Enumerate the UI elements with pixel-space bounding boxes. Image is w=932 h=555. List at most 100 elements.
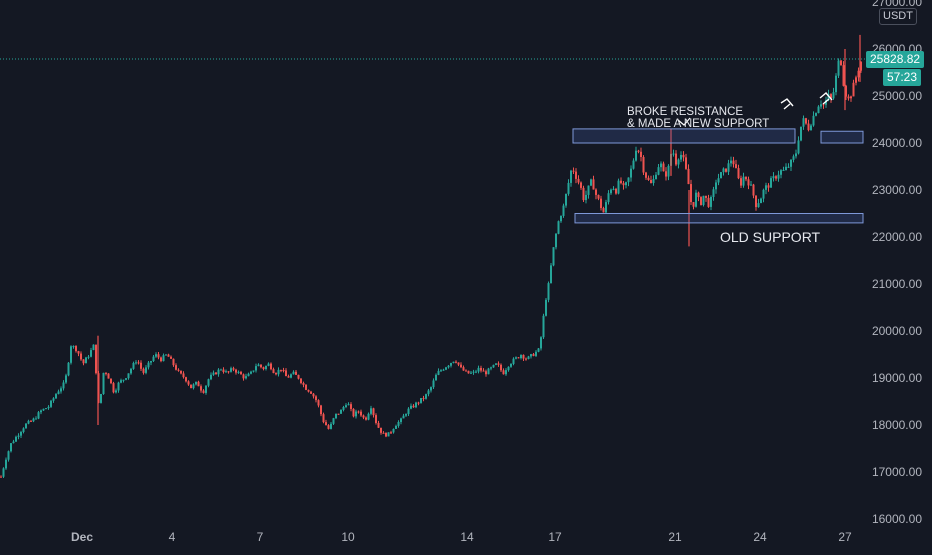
candle-body xyxy=(155,354,157,357)
candle-body xyxy=(647,177,650,181)
zone-box[interactable] xyxy=(820,130,864,144)
candle-body xyxy=(242,374,245,379)
candle-body xyxy=(250,371,252,374)
candle-body xyxy=(732,160,735,165)
candle-body xyxy=(525,358,527,360)
candle-body xyxy=(680,154,682,160)
candle-body xyxy=(812,115,815,126)
candle-body xyxy=(505,370,507,375)
candle-body xyxy=(467,370,470,374)
candle-body xyxy=(797,140,800,154)
candle-body xyxy=(337,413,340,415)
countdown-tag: 57:23 xyxy=(883,69,922,86)
candle-body xyxy=(605,202,607,213)
quote-currency-badge[interactable]: USDT xyxy=(879,8,917,25)
candle-body xyxy=(360,411,362,416)
candle-body xyxy=(215,372,217,375)
candle-body xyxy=(340,409,342,414)
candle-body xyxy=(187,381,190,385)
candle-body xyxy=(390,432,392,434)
candle-body xyxy=(600,198,602,209)
candle-body xyxy=(597,194,600,199)
candle-body xyxy=(65,375,67,383)
candle-body xyxy=(517,357,520,359)
candle-body xyxy=(742,176,745,186)
candle-body xyxy=(710,196,712,207)
candle-body xyxy=(830,94,832,99)
candle-body xyxy=(395,425,397,429)
zones-group xyxy=(572,128,864,224)
candle-body xyxy=(407,408,410,415)
candle-body xyxy=(30,420,32,422)
candle-body xyxy=(547,283,550,300)
candle-body xyxy=(385,432,387,437)
y-tick-label: 17000.00 xyxy=(872,465,922,479)
candle-body xyxy=(202,390,205,393)
candle-body xyxy=(565,193,567,206)
candle-body xyxy=(222,369,225,372)
candle-body xyxy=(730,160,732,164)
candle-body xyxy=(807,123,810,131)
candle-body xyxy=(290,374,292,378)
candle-body xyxy=(552,247,555,266)
candle-body xyxy=(152,356,155,362)
candle-body xyxy=(240,371,242,375)
candle-body xyxy=(535,351,537,356)
candle-body xyxy=(12,441,15,444)
candle-body xyxy=(755,195,757,208)
candle-body xyxy=(192,384,195,389)
candle-body xyxy=(105,372,107,374)
candle-body xyxy=(415,402,417,408)
candle-body xyxy=(642,156,645,173)
candle-body xyxy=(422,398,425,400)
y-tick-label: 16000.00 xyxy=(872,512,922,526)
candle-body xyxy=(307,389,310,392)
candle-body xyxy=(270,363,272,370)
candle-body xyxy=(212,372,215,375)
candle-body xyxy=(232,368,235,370)
zone-box[interactable] xyxy=(572,128,796,144)
candle-body xyxy=(55,394,57,399)
x-tick-label: 27 xyxy=(838,530,852,544)
candle-body xyxy=(157,354,160,358)
candle-body xyxy=(197,381,200,387)
candle-body xyxy=(180,370,182,374)
candle-body xyxy=(777,174,780,179)
candle-body xyxy=(355,411,357,417)
candle-body xyxy=(590,179,592,186)
candle-body xyxy=(750,184,752,186)
candle-body xyxy=(305,384,307,390)
check-arrow-icon xyxy=(677,117,691,126)
candle-body xyxy=(100,394,102,403)
candle-body xyxy=(715,182,717,190)
candle-body xyxy=(22,428,25,432)
candle-body xyxy=(485,371,487,375)
candle-body xyxy=(412,405,415,408)
candle-body xyxy=(280,369,282,371)
y-axis[interactable]: 16000.00 17000.00 18000.00 19000.00 20000.00… xyxy=(872,0,922,526)
candle-body xyxy=(175,365,177,370)
candle-body xyxy=(25,423,27,429)
candle-body xyxy=(252,370,255,372)
candle-body xyxy=(562,205,565,216)
candle-body xyxy=(765,185,767,190)
candle-body xyxy=(370,408,372,414)
candle-body xyxy=(425,394,427,399)
candle-body xyxy=(492,364,495,368)
candle-body xyxy=(165,354,167,356)
candle-body xyxy=(577,178,580,183)
candle-body xyxy=(182,373,185,378)
candle-body xyxy=(745,176,747,180)
y-tick-label: 24000.00 xyxy=(872,136,922,150)
y-tick-label: 23000.00 xyxy=(872,183,922,197)
candle-body xyxy=(85,357,87,364)
candle-body xyxy=(167,354,170,357)
candle-body xyxy=(27,420,30,424)
zone-box[interactable] xyxy=(574,213,864,224)
candle-body xyxy=(442,369,445,371)
candle-body xyxy=(847,96,850,99)
x-axis[interactable]: Dec 4 7 10 14 17 21 24 27 xyxy=(71,530,852,544)
candle-body xyxy=(860,61,862,71)
